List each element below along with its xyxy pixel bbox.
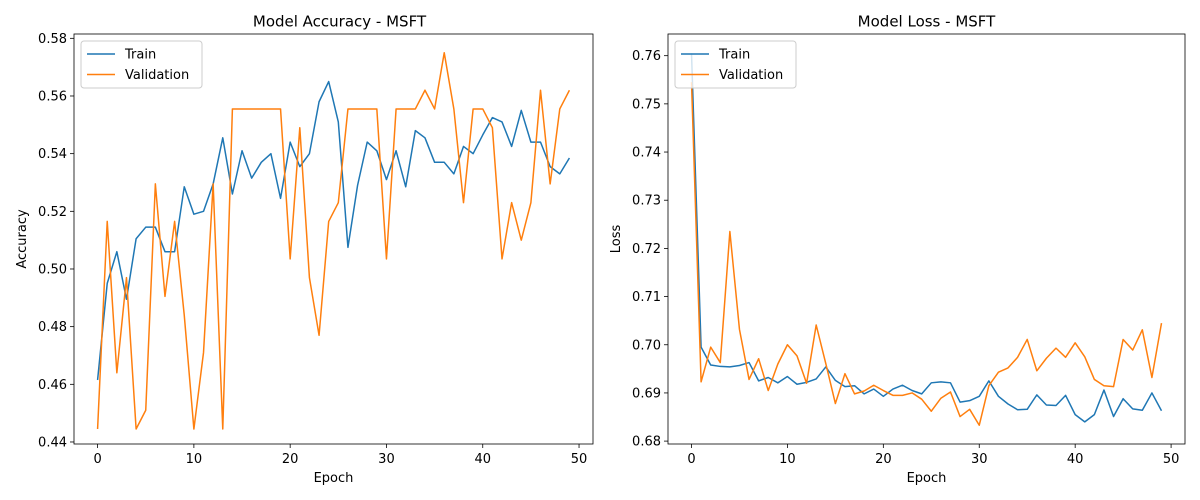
loss-chart-title: Model Loss - MSFT <box>858 13 996 31</box>
accuracy-x-tick-label: 50 <box>571 452 588 467</box>
accuracy-y-tick-label: 0.50 <box>38 262 67 277</box>
loss-y-tick-label: 0.73 <box>632 194 661 209</box>
loss-x-tick-label: 40 <box>1067 452 1084 467</box>
loss-x-tick-label: 50 <box>1163 452 1180 467</box>
accuracy-x-tick-label: 0 <box>93 452 101 467</box>
loss-y-tick-label: 0.72 <box>632 242 661 257</box>
accuracy-legend-box <box>80 40 203 89</box>
accuracy-x-tick-label: 40 <box>474 452 491 467</box>
accuracy-y-tick-label: 0.52 <box>38 205 67 220</box>
loss-y-tick-label: 0.68 <box>632 435 661 450</box>
loss-y-tick-label: 0.75 <box>632 97 661 112</box>
accuracy-chart: Model Accuracy - MSFT Epoch Accuracy 0 10… <box>15 13 594 486</box>
accuracy-legend: Train Validation <box>80 40 203 89</box>
accuracy-y-tick-label: 0.46 <box>38 378 67 393</box>
loss-x-tick-label: 20 <box>875 452 892 467</box>
loss-x-axis-label: Epoch <box>907 471 947 486</box>
accuracy-y-tick-label: 0.48 <box>38 320 67 335</box>
accuracy-plot-frame <box>73 33 594 445</box>
accuracy-legend-label-train: Train <box>124 48 156 63</box>
loss-y-axis-label: Loss <box>609 225 624 254</box>
accuracy-y-tick-label: 0.56 <box>38 89 67 104</box>
accuracy-x-tick-label: 20 <box>282 452 299 467</box>
loss-legend: Train Validation <box>674 40 797 89</box>
loss-x-tick-label: 0 <box>687 452 695 467</box>
loss-legend-label-train: Train <box>718 48 750 63</box>
loss-legend-box <box>674 40 797 89</box>
loss-y-tick-label: 0.69 <box>632 386 661 401</box>
accuracy-legend-label-validation: Validation <box>125 68 189 83</box>
loss-plot-frame <box>667 33 1186 445</box>
accuracy-x-tick-label: 10 <box>186 452 203 467</box>
loss-y-tick-label: 0.71 <box>632 290 661 305</box>
loss-y-tick-label: 0.74 <box>632 146 661 161</box>
accuracy-y-tick-label: 0.44 <box>38 435 67 450</box>
accuracy-y-tick-label: 0.54 <box>38 147 67 162</box>
loss-chart: Model Loss - MSFT Epoch Loss 0 10 20 30 40 50… <box>609 13 1186 486</box>
accuracy-y-axis-label: Accuracy <box>15 209 30 269</box>
loss-x-tick-label: 30 <box>971 452 988 467</box>
loss-x-tick-label: 10 <box>779 452 796 467</box>
accuracy-x-tick-label: 30 <box>378 452 395 467</box>
accuracy-series-group <box>96 51 571 430</box>
loss-legend-label-validation: Validation <box>719 68 783 83</box>
accuracy-y-tick-label: 0.58 <box>38 32 67 47</box>
accuracy-series-line-validation <box>96 51 571 430</box>
loss-y-tick-label: 0.76 <box>632 49 661 64</box>
accuracy-series-line-train <box>96 80 571 381</box>
loss-series-line-train <box>690 53 1163 423</box>
loss-y-tick-label: 0.70 <box>632 338 661 353</box>
accuracy-x-axis-label: Epoch <box>314 471 354 486</box>
accuracy-chart-title: Model Accuracy - MSFT <box>253 13 427 31</box>
loss-series-group <box>690 53 1163 426</box>
loss-series-line-validation <box>690 82 1163 426</box>
